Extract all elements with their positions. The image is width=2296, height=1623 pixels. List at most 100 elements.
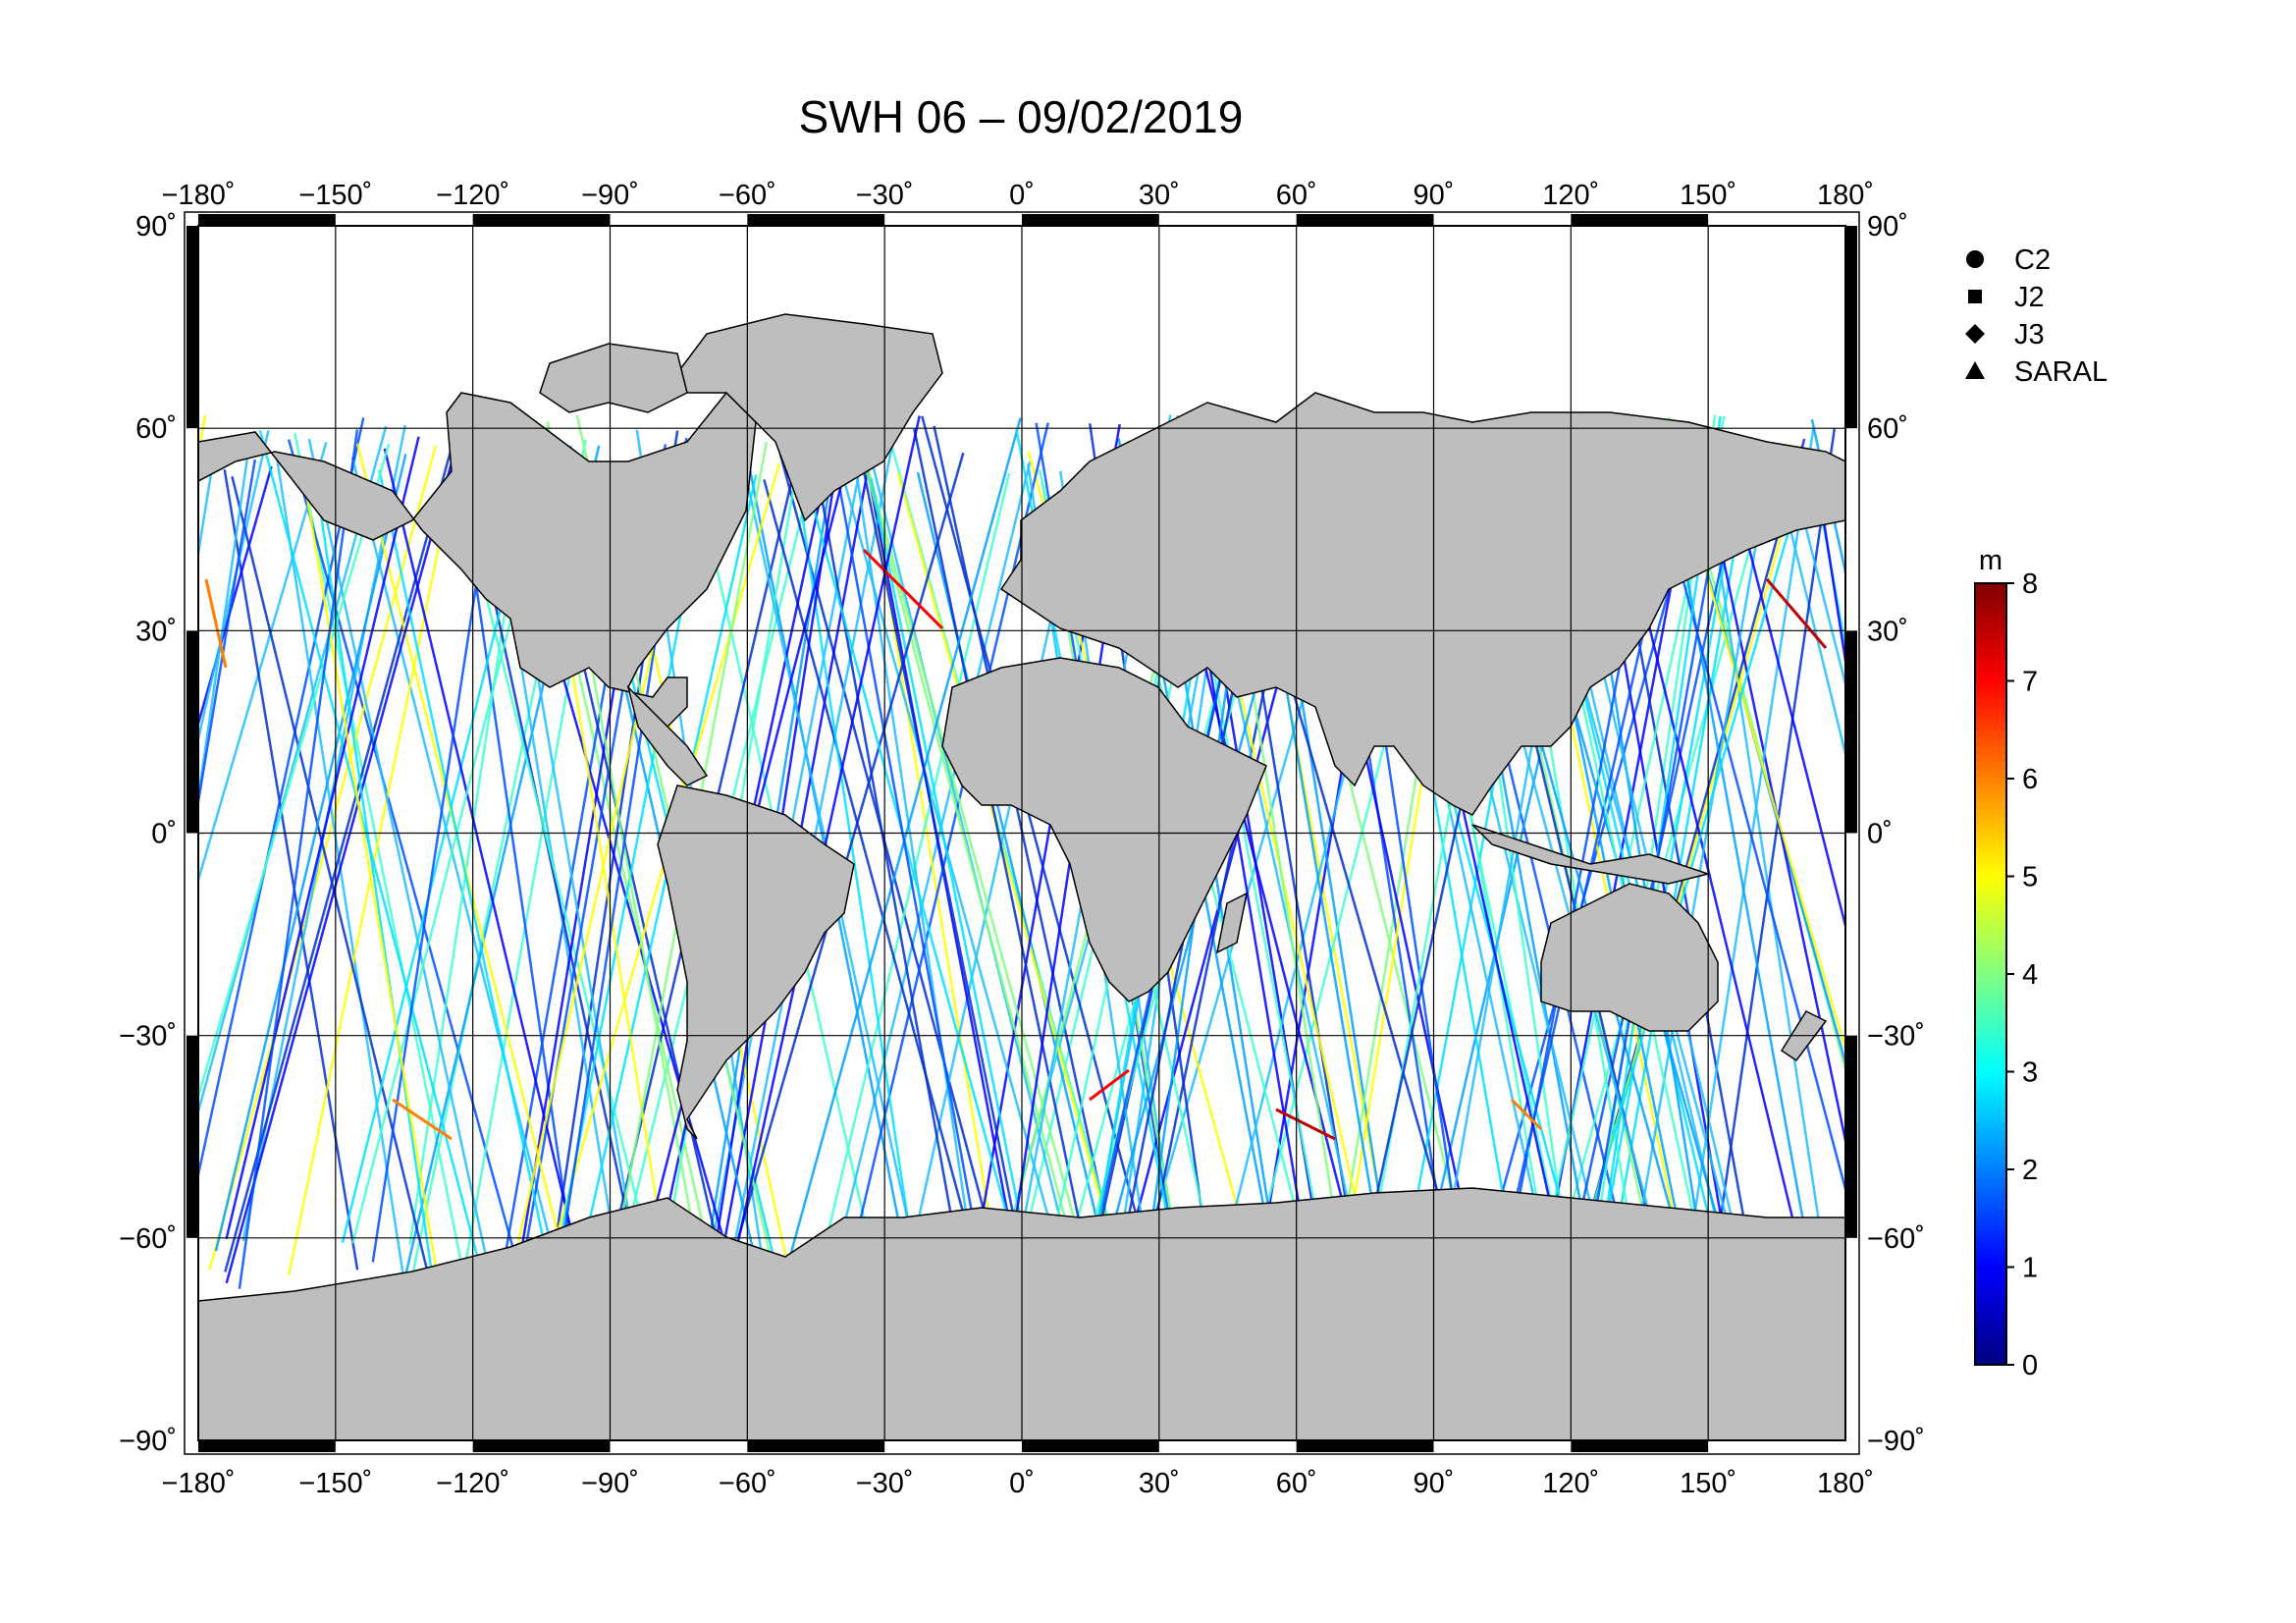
colorbar-label: 1 (2022, 1253, 2038, 1284)
square-icon (1968, 290, 1982, 303)
satellite-track (921, 415, 1156, 1285)
colorbar-label: 0 (2022, 1350, 2038, 1381)
colorbar-label: 8 (2022, 568, 2038, 600)
satellite-track (231, 475, 430, 1277)
legend-item: C2 (1966, 244, 2051, 276)
satellite-track (1678, 469, 1845, 1067)
lon-tick-label: −150˚ (298, 180, 372, 211)
landmass-arctic-islands (539, 343, 688, 413)
lon-tick-label: 0˚ (1009, 1468, 1035, 1499)
lat-tick-label: −60˚ (1867, 1223, 1925, 1255)
satellite-track (896, 472, 1125, 1281)
satellite-track (214, 454, 407, 1252)
lat-tick-label: 60˚ (1867, 413, 1908, 445)
lon-tick-label: −60˚ (719, 1468, 776, 1499)
satellite-track (350, 457, 558, 1264)
satellite-track (198, 465, 273, 729)
lat-tick-label: −30˚ (119, 1021, 177, 1053)
satellite-track (1510, 1098, 1543, 1131)
satellite-track (1558, 467, 1774, 1250)
frame-bar-right (1845, 226, 1857, 429)
frame-bar-left (187, 1035, 198, 1238)
lon-tick-label: −90˚ (581, 180, 639, 211)
frame-bar-top (472, 214, 611, 226)
lon-tick-label: −90˚ (581, 1468, 639, 1499)
colorbar-label: 7 (2022, 667, 2038, 698)
satellite-track (828, 460, 1032, 1289)
satellite-track (1812, 458, 1845, 670)
legend-label: J2 (2014, 282, 2045, 313)
satellite-track (1704, 476, 1845, 1147)
lon-tick-label: −60˚ (719, 180, 776, 211)
satellite-track (1704, 475, 1829, 1275)
satellite-track (787, 417, 1026, 1278)
lat-tick-label: 30˚ (135, 616, 177, 647)
lon-tick-label: 120˚ (1542, 1468, 1599, 1499)
colorbar-label: 4 (2022, 959, 2038, 991)
landmass-south-america (657, 784, 855, 1140)
latitude-labels-right: 90˚ 60˚ 30˚ 0˚ −30˚ −60˚ −90˚ (1867, 211, 1925, 1457)
frame-bar-bottom (1296, 1440, 1434, 1452)
lon-tick-label: 0˚ (1009, 180, 1035, 211)
satellite-track (816, 475, 964, 1275)
satellite-track (833, 460, 986, 1277)
latitude-labels-left: 90˚ 60˚ 30˚ 0˚ −30˚ −60˚ −90˚ (119, 211, 177, 1457)
satellite-track (198, 453, 249, 806)
longitude-labels-bottom: −180˚ −150˚ −120˚ −90˚ −60˚ −30˚ 0˚ 30˚ 60˚ 90˚ 12… (162, 1468, 1875, 1499)
satellite-track (392, 1098, 453, 1141)
satellite-track (1765, 578, 1828, 649)
frame-bar-bottom (198, 1440, 336, 1452)
colorbar-label: 5 (2022, 862, 2038, 893)
lon-tick-label: 150˚ (1680, 1468, 1736, 1499)
satellite-track (198, 443, 391, 1101)
lat-tick-label: 0˚ (1867, 819, 1893, 850)
lon-tick-label: 90˚ (1414, 1468, 1455, 1499)
lat-tick-label: 0˚ (151, 819, 177, 850)
colorbar-label: 3 (2022, 1057, 2038, 1089)
frame-bar-bottom (747, 1440, 885, 1452)
lon-tick-label: −150˚ (298, 1468, 372, 1499)
satellite-track (1810, 418, 1845, 578)
legend-item: J2 (1968, 282, 2045, 313)
frame-bar-right (1845, 1035, 1857, 1238)
frame-checker-bars (187, 214, 1857, 1452)
satellite-track (307, 438, 489, 1265)
lon-tick-label: 60˚ (1276, 180, 1317, 211)
frame-bar-bottom (1571, 1440, 1709, 1452)
satellite-track (287, 439, 517, 1258)
satellite-track (933, 425, 1120, 1274)
frame-bar-top (1571, 214, 1709, 226)
satellite-track (238, 429, 359, 1289)
lon-tick-label: 30˚ (1139, 1468, 1180, 1499)
lon-tick-label: −180˚ (162, 180, 236, 211)
satellite-track (225, 436, 420, 1240)
frame-bar-left (187, 630, 198, 834)
colorbar-unit: m (1979, 545, 2002, 576)
frame-bar-bottom (472, 1440, 611, 1452)
colorbar-labels: 8 7 6 5 4 3 2 1 0 (2006, 568, 2038, 1381)
landmass-greenland (676, 313, 943, 522)
colorbar-label: 6 (2022, 764, 2038, 795)
landmass-indonesia (1471, 824, 1711, 885)
satellite-track (850, 442, 978, 1282)
lon-tick-label: 90˚ (1414, 180, 1455, 211)
landmass-eurasia (999, 392, 1845, 816)
satellite-track (198, 414, 207, 462)
satellite-track (882, 418, 1118, 1251)
frame-bar-top (198, 214, 336, 226)
satellite-track (1790, 474, 1845, 689)
satellite-track (287, 437, 463, 1276)
satellite-track (311, 461, 435, 1284)
circle-icon (1966, 250, 1984, 268)
satellite-track (1089, 1068, 1130, 1102)
satellite-track (913, 428, 1085, 1242)
diamond-icon (1965, 324, 1985, 344)
landmass-australia (1540, 883, 1719, 1032)
satellite-track (223, 469, 359, 1271)
frame-bar-top (747, 214, 885, 226)
legend-item: J3 (1965, 319, 2045, 351)
satellite-track (208, 445, 438, 1271)
satellite-track (862, 470, 1029, 1282)
satellite-track (198, 430, 270, 745)
